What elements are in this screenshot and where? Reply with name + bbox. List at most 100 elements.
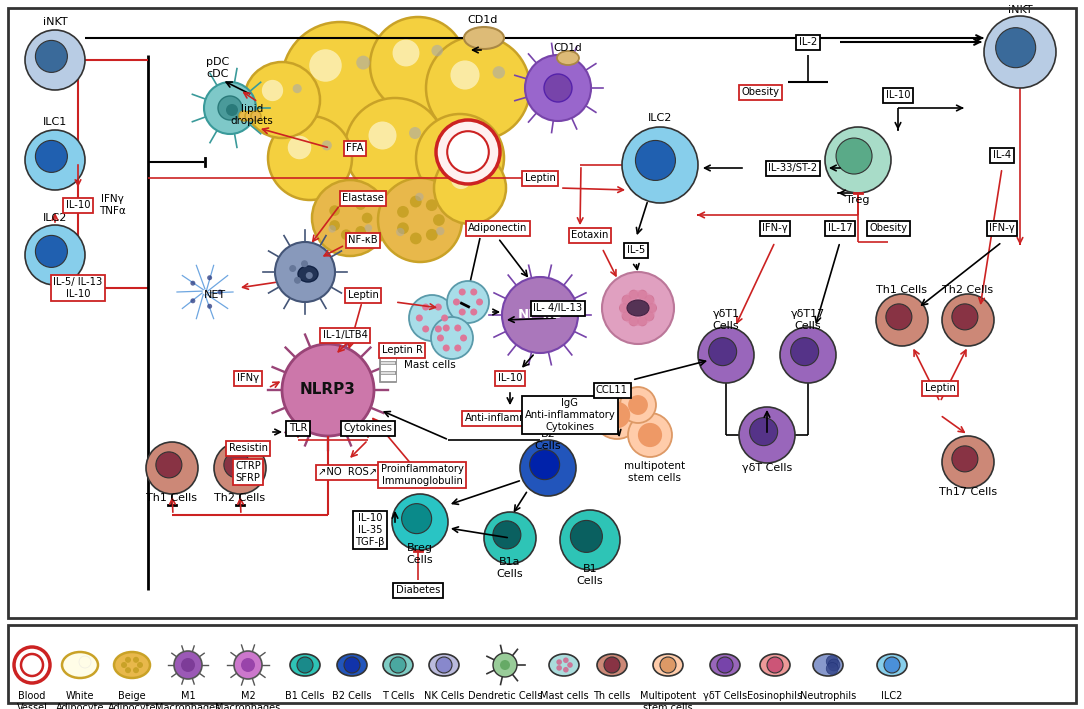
Text: Th1 Cells: Th1 Cells [877,285,928,295]
Circle shape [476,298,483,306]
Circle shape [567,662,572,668]
Text: iNKT: iNKT [42,17,67,27]
Circle shape [637,423,662,447]
Circle shape [328,225,336,233]
Circle shape [635,140,675,180]
Bar [380,354,396,361]
Circle shape [602,272,674,344]
Circle shape [436,120,500,184]
Circle shape [453,298,460,306]
Circle shape [556,659,562,665]
Text: IFN-γ: IFN-γ [762,223,788,233]
Circle shape [492,66,505,79]
Circle shape [301,260,308,267]
Circle shape [340,196,351,206]
Circle shape [433,214,444,226]
Text: Leptin: Leptin [348,290,378,300]
Text: B1
Cells: B1 Cells [577,564,604,586]
Circle shape [262,80,283,101]
Circle shape [442,325,450,332]
Circle shape [451,60,479,89]
Text: Obesity: Obesity [869,223,907,233]
Text: IFNγ
TNFα: IFNγ TNFα [99,194,126,216]
Text: IL-5/ IL-13
IL-10: IL-5/ IL-13 IL-10 [53,277,103,298]
Circle shape [619,303,629,313]
Circle shape [293,84,301,93]
Text: M2
Macrophages: M2 Macrophages [216,691,281,709]
Text: NK Cells: NK Cells [424,691,464,701]
Circle shape [330,206,340,216]
Text: Treg: Treg [847,195,869,205]
Text: NF-κB: NF-κB [348,235,378,245]
Circle shape [448,131,489,173]
Text: NLRP3: NLRP3 [300,382,356,398]
Circle shape [410,196,422,208]
Circle shape [836,138,872,174]
Circle shape [369,121,397,150]
Circle shape [828,659,840,671]
Circle shape [121,662,127,668]
Circle shape [244,62,320,138]
Circle shape [952,304,978,330]
Ellipse shape [760,654,790,676]
Circle shape [470,308,477,316]
Circle shape [530,450,559,480]
Circle shape [402,503,431,534]
Text: M1
Macrophages: M1 Macrophages [155,691,221,709]
Circle shape [426,199,438,211]
Circle shape [750,418,777,446]
Circle shape [422,325,429,333]
Circle shape [952,446,978,472]
Circle shape [480,173,489,182]
Circle shape [459,308,466,316]
Circle shape [79,656,91,668]
Circle shape [191,298,195,303]
Circle shape [282,344,374,436]
Circle shape [426,229,438,240]
Text: B1 Cells: B1 Cells [285,691,325,701]
Circle shape [698,327,754,383]
Text: CD1d: CD1d [468,15,499,25]
Text: γδT1
Cells: γδT1 Cells [712,309,739,331]
Text: Leptin: Leptin [925,383,955,393]
Ellipse shape [710,654,740,676]
Circle shape [493,653,517,677]
Circle shape [137,662,143,668]
Circle shape [520,440,576,496]
Circle shape [133,667,139,674]
Text: lipid
droplets: lipid droplets [231,104,273,125]
Text: Th17 Cells: Th17 Cells [939,487,997,497]
Ellipse shape [627,300,649,316]
Circle shape [297,657,313,673]
Circle shape [36,235,67,267]
Circle shape [886,304,912,330]
Circle shape [390,657,406,673]
Circle shape [502,277,578,353]
Text: IgG
Anti-inflammatory
Cytokines: IgG Anti-inflammatory Cytokines [525,398,616,432]
Circle shape [207,303,212,308]
Circle shape [493,521,521,549]
Circle shape [660,657,676,673]
Circle shape [156,452,182,478]
Circle shape [437,135,462,160]
Text: γδT Cells: γδT Cells [741,463,792,473]
Circle shape [570,520,603,552]
Text: IL-1/LTB4: IL-1/LTB4 [323,330,367,340]
Text: Dendretic Cells: Dendretic Cells [468,691,542,701]
Text: CCL11: CCL11 [596,385,628,395]
Circle shape [644,295,655,305]
Circle shape [245,111,255,121]
Bar [380,364,396,371]
Circle shape [942,294,994,346]
Circle shape [996,28,1035,67]
Circle shape [356,226,366,237]
Text: Neutrophils: Neutrophils [800,691,856,701]
Bar [8,8,1076,618]
Circle shape [767,657,783,673]
Circle shape [426,36,530,140]
Circle shape [251,111,261,121]
Circle shape [409,127,421,139]
Circle shape [346,194,353,201]
Circle shape [396,228,404,236]
Circle shape [410,233,422,245]
